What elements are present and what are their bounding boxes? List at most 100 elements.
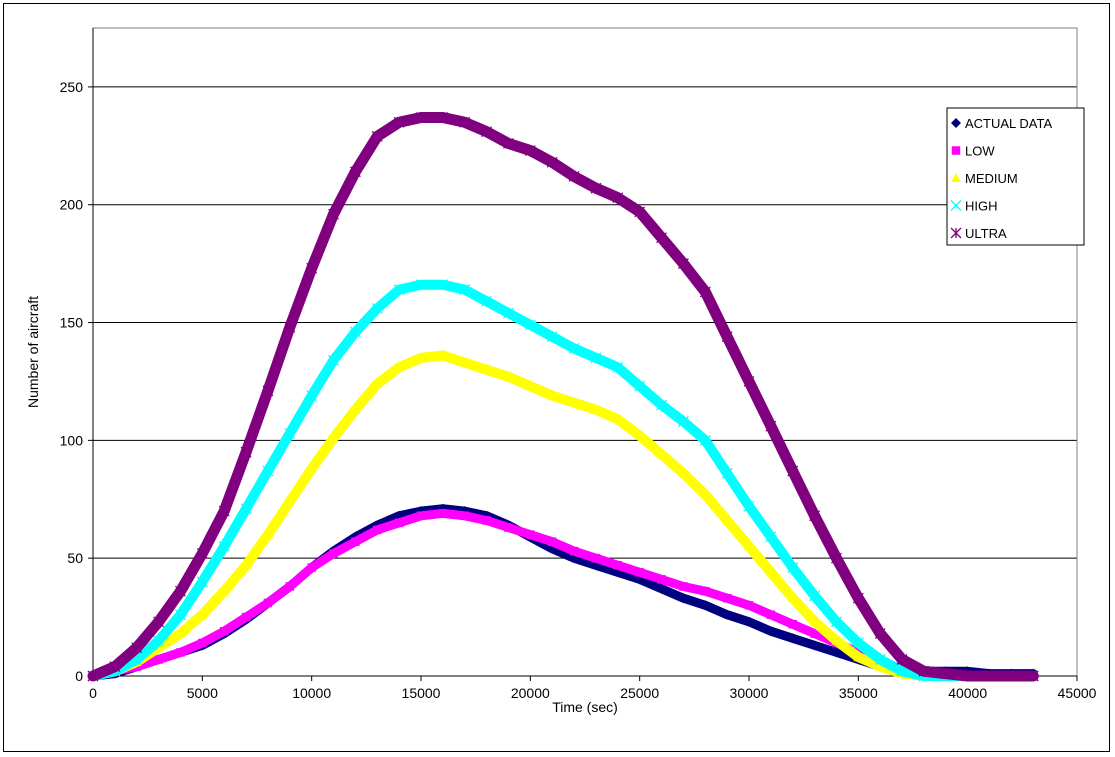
star-marker [940,668,952,680]
triangle-marker [241,560,252,570]
x-marker [371,302,383,314]
star-marker [196,548,208,559]
x-tick-label: 25000 [620,685,659,701]
diamond-marker [656,583,667,594]
triangle-marker [481,364,492,374]
x-tick-label: 10000 [292,685,331,701]
star-marker [809,510,821,522]
series-line [87,112,1039,682]
legend-item: ULTRA [950,226,1007,241]
legend-item: MEDIUM [951,171,1018,186]
x-marker [896,665,908,677]
star-marker [503,138,514,149]
diamond-marker [678,593,689,604]
star-marker [721,331,733,343]
star-marker [328,208,339,220]
triangle-marker [569,397,580,407]
y-tick-label: 250 [60,79,84,95]
star-marker [481,126,493,138]
triangle-marker [875,661,886,671]
y-tick-label: 0 [75,668,83,684]
triangle-marker [372,378,383,388]
triangle-marker [328,433,339,443]
square-marker [613,561,623,570]
star-marker [568,170,580,182]
x-marker [590,352,602,364]
star-marker [284,321,296,333]
series-layer [87,112,1039,682]
square-marker [263,598,273,608]
triangle-marker [590,404,601,414]
x-marker [415,279,427,291]
diamond-marker [765,626,776,637]
square-marker [329,549,338,558]
square-marker [722,593,732,603]
triangle-marker [175,628,186,638]
star-marker [950,227,962,239]
square-marker [635,568,644,577]
x-marker [809,590,821,602]
x-marker [393,284,405,296]
x-marker [349,326,361,338]
x-marker [175,609,186,621]
triangle-marker [197,609,208,619]
square-marker [176,648,185,657]
square-marker [701,586,710,596]
x-tick-label: 40000 [948,685,987,701]
x-marker [546,331,558,343]
square-marker [744,601,754,610]
triangle-marker [459,357,470,367]
diamond-marker [700,600,711,611]
star-marker [765,420,777,432]
star-marker [743,375,755,387]
square-marker [482,516,491,525]
x-tick-label: 5000 [187,685,218,701]
star-marker [852,592,864,604]
star-marker [415,112,427,124]
legend-label: HIGH [965,199,998,214]
x-marker [677,416,689,427]
triangle-marker [306,463,317,473]
triangle-marker [350,404,361,414]
triangle-marker [394,362,405,372]
star-marker [590,182,602,194]
legend-item: HIGH [950,199,998,214]
diamond-marker [809,640,820,651]
square-marker [241,612,251,622]
star-marker [918,665,930,677]
diamond-marker [722,609,733,620]
x-marker [503,307,514,319]
triangle-marker [219,586,230,596]
triangle-marker [437,350,448,360]
square-marker [394,518,404,528]
x-marker [218,540,230,552]
x-axis-title: Time (sec) [552,699,618,715]
square-marker [416,511,426,521]
triangle-marker [951,173,961,182]
triangle-marker [809,616,820,626]
star-marker [349,166,361,178]
legend-item: ACTUAL DATA [951,116,1052,131]
star-marker [131,642,143,654]
square-marker [198,638,207,648]
star-marker [218,505,230,517]
triangle-marker [503,371,514,381]
square-marker [810,629,819,638]
square-marker [526,530,535,539]
x-marker [743,500,755,512]
square-marker [504,523,513,532]
square-marker [438,509,448,518]
star-marker [962,670,974,682]
square-marker [569,546,579,556]
star-marker [1027,670,1039,682]
y-tick-label: 50 [67,550,83,566]
square-marker [460,511,469,521]
square-marker [591,553,601,563]
legend-label: ACTUAL DATA [965,116,1052,131]
y-tick-label: 100 [60,432,84,448]
x-marker [459,284,471,296]
square-marker [154,655,163,664]
legend-label: LOW [965,144,995,159]
triangle-marker [700,489,711,499]
triangle-marker [744,541,754,551]
